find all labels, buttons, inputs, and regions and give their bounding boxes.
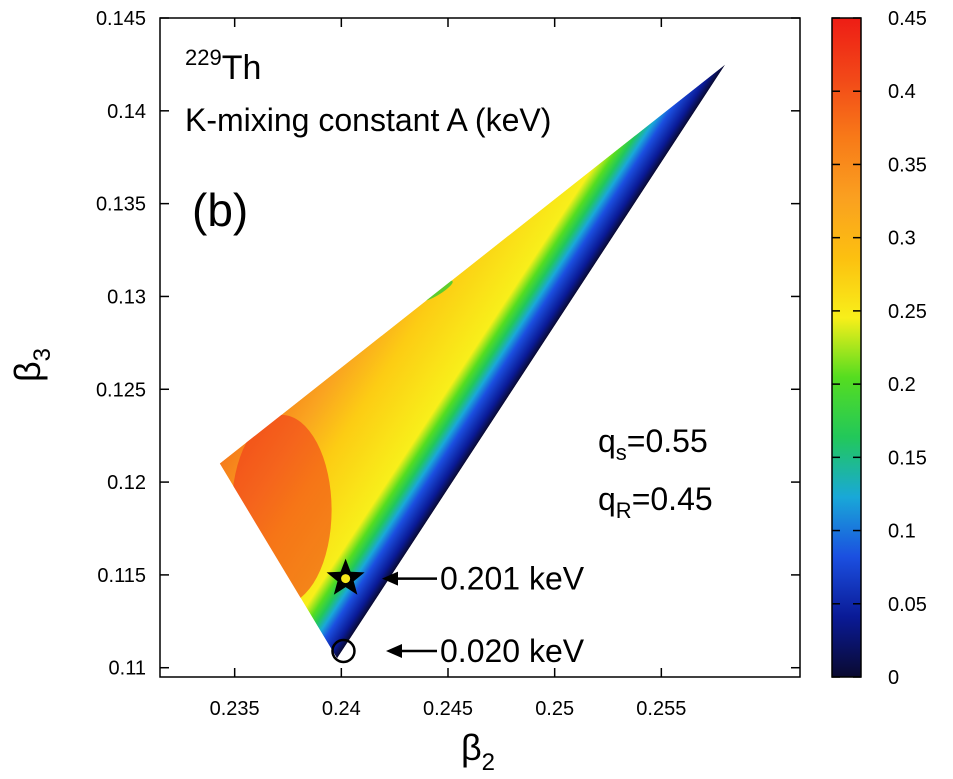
colorbar-strip	[831, 17, 862, 678]
param-qr-sub: R	[616, 498, 632, 523]
x-tick-label: 0.255	[636, 698, 686, 720]
y-tick-label: 0.145	[96, 8, 146, 30]
star-arrow-head	[382, 571, 398, 586]
param-qs: qs=0.55	[598, 423, 708, 465]
chart-title: K-mixing constant A (keV)	[185, 102, 551, 138]
colorbar-tick-label: 0	[888, 667, 899, 689]
param-qs-label: q	[598, 423, 616, 459]
heatmap-fill	[219, 64, 726, 659]
y-tick-label: 0.125	[96, 379, 146, 401]
isotope-label: 229Th	[185, 45, 261, 87]
x-tick-label: 0.25	[535, 698, 574, 720]
x-axis-label: β2	[461, 727, 495, 776]
circle-marker	[331, 638, 356, 664]
y-axis-label: β3	[7, 348, 56, 382]
x-tick-label: 0.24	[322, 698, 361, 720]
y-tick-label: 0.135	[96, 194, 146, 216]
colorbar-tick-label: 0.45	[888, 8, 927, 30]
colorbar-tick-label: 0.35	[888, 154, 927, 176]
param-qs-value: =0.55	[627, 423, 708, 459]
x-axis-label-symbol: β	[461, 727, 482, 768]
param-qr: qR=0.45	[598, 481, 713, 523]
colorbar-tick-label: 0.3	[888, 228, 916, 250]
circle-arrow-head	[386, 644, 402, 659]
y-axis-label-symbol: β	[7, 361, 48, 382]
y-tick-label: 0.12	[107, 472, 146, 494]
isotope-symbol: Th	[222, 49, 262, 87]
colorbar-tick-label: 0.05	[888, 594, 927, 616]
star-marker-center	[341, 574, 351, 584]
y-axis-label-sub: 3	[29, 348, 56, 361]
star-value-label: 0.201 keV	[440, 561, 585, 597]
colorbar: 0 0.05 0.1 0.15 0.2 0.25 0.3 0.35 0.4 0.45	[831, 8, 927, 689]
x-tick-label: 0.245	[423, 698, 473, 720]
colorbar-tick-label: 0.1	[888, 521, 916, 543]
colorbar-tick-label: 0.4	[888, 81, 916, 103]
y-tick-label: 0.13	[107, 286, 146, 308]
colorbar-tick-label: 0.2	[888, 374, 916, 396]
colorbar-tick-label: 0.25	[888, 301, 927, 323]
x-axis-label-sub: 2	[482, 749, 495, 776]
param-qs-sub: s	[616, 440, 627, 465]
param-qr-value: =0.45	[632, 481, 713, 517]
y-tick-label: 0.11	[109, 658, 146, 680]
y-tick-label: 0.115	[97, 565, 146, 587]
isotope-mass: 229	[185, 45, 222, 70]
y-tick-label: 0.14	[107, 101, 146, 123]
x-tick-label: 0.235	[210, 698, 260, 720]
markers: 0.201 keV 0.020 keV	[326, 558, 585, 669]
param-qr-label: q	[598, 481, 616, 517]
panel-label: (b)	[192, 184, 248, 236]
circle-value-label: 0.020 keV	[440, 633, 585, 669]
colorbar-tick-label: 0.15	[888, 447, 927, 469]
axes: 0.235 0.24 0.245 0.25 0.255 0.11 0.115 0.12 0.12…	[96, 8, 800, 720]
